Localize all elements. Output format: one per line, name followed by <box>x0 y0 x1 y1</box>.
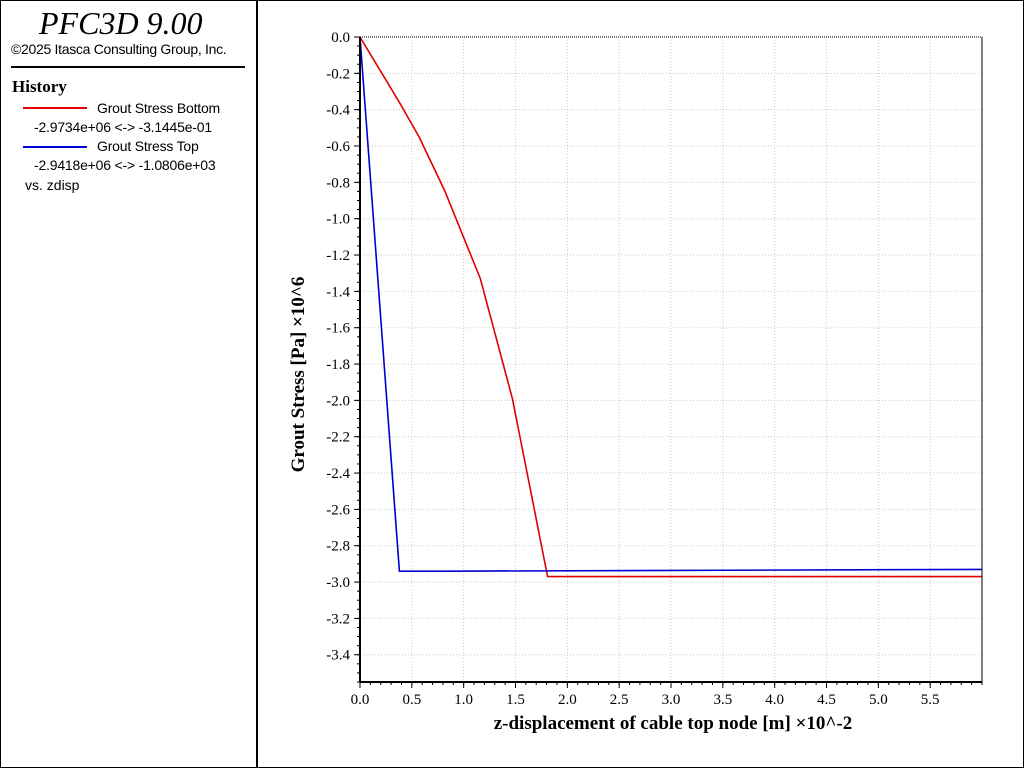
y-tick-label: 0.0 <box>331 30 350 46</box>
y-tick-label: -1.6 <box>326 321 350 337</box>
section-heading-history: History <box>12 77 67 96</box>
y-tick-label: -1.0 <box>326 212 350 228</box>
y-tick-label: -1.4 <box>326 284 350 300</box>
y-tick-label: -3.2 <box>326 611 350 627</box>
y-tick-label: -3.4 <box>326 648 350 664</box>
tick-labels: 0.0 0.5 1.0 1.5 2.0 2.5 3.0 3.5 4.0 4.5 5.0 5.5 0.0 -… <box>326 30 939 708</box>
y-tick-label: -0.6 <box>326 139 350 155</box>
x-axis-title: z-displacement of cable top node [m] ×10… <box>494 713 853 734</box>
x-tick-label: 0.5 <box>402 692 421 708</box>
y-tick-label: -0.4 <box>326 103 350 119</box>
y-tick-label: -2.6 <box>326 502 350 518</box>
series-line-1 <box>359 36 983 573</box>
x-tick-label: 2.5 <box>610 692 629 708</box>
x-tick-label: 0.0 <box>351 692 370 708</box>
x-tick-label: 2.0 <box>558 692 577 708</box>
x-tick-label: 3.5 <box>713 692 732 708</box>
x-tick-label: 5.0 <box>869 692 888 708</box>
y-tick-label: -1.8 <box>326 357 350 373</box>
y-tick-label: -2.2 <box>326 430 350 446</box>
y-tick-label: -2.0 <box>326 393 350 409</box>
y-tick-label: -0.8 <box>326 175 350 191</box>
series-line-0 <box>359 36 982 578</box>
y-tick-label: -2.8 <box>326 539 350 555</box>
axes <box>354 36 983 688</box>
x-tick-label: 1.5 <box>506 692 525 708</box>
y-tick-label: -0.2 <box>326 66 350 82</box>
y-tick-label: -2.4 <box>326 466 350 482</box>
vs-label: vs. zdisp <box>25 177 80 193</box>
legend-swatch-bottom <box>23 107 87 109</box>
copyright-text: ©2025 Itasca Consulting Group, Inc. <box>11 41 227 57</box>
title-divider <box>11 66 245 68</box>
x-tick-label: 5.5 <box>921 692 940 708</box>
legend-name-bottom: Grout Stress Bottom <box>97 100 221 116</box>
legend-swatch-top <box>23 146 87 148</box>
app-title: PFC3D 9.00 <box>39 5 203 41</box>
x-tick-label: 4.5 <box>817 692 836 708</box>
chart-area: 0.0 0.5 1.0 1.5 2.0 2.5 3.0 3.5 4.0 4.5 5.0 5.5 0.0 -… <box>288 30 983 734</box>
grid <box>360 36 982 682</box>
legend-name-top: Grout Stress Top <box>97 138 199 154</box>
x-tick-label: 3.0 <box>662 692 681 708</box>
x-tick-label: 1.0 <box>454 692 473 708</box>
x-tick-label: 4.0 <box>765 692 784 708</box>
series-layer <box>359 36 983 578</box>
legend-range-top: -2.9418e+06 <-> -1.0806e+03 <box>34 157 216 173</box>
y-axis-title: Grout Stress [Pa] ×10^6 <box>288 277 309 473</box>
legend-range-bottom: -2.9734e+06 <-> -3.1445e-01 <box>34 119 212 135</box>
y-tick-label: -3.0 <box>326 575 350 591</box>
history-panel: PFC3D 9.00 ©2025 Itasca Consulting Group… <box>1 1 258 767</box>
y-tick-label: -1.2 <box>326 248 350 264</box>
